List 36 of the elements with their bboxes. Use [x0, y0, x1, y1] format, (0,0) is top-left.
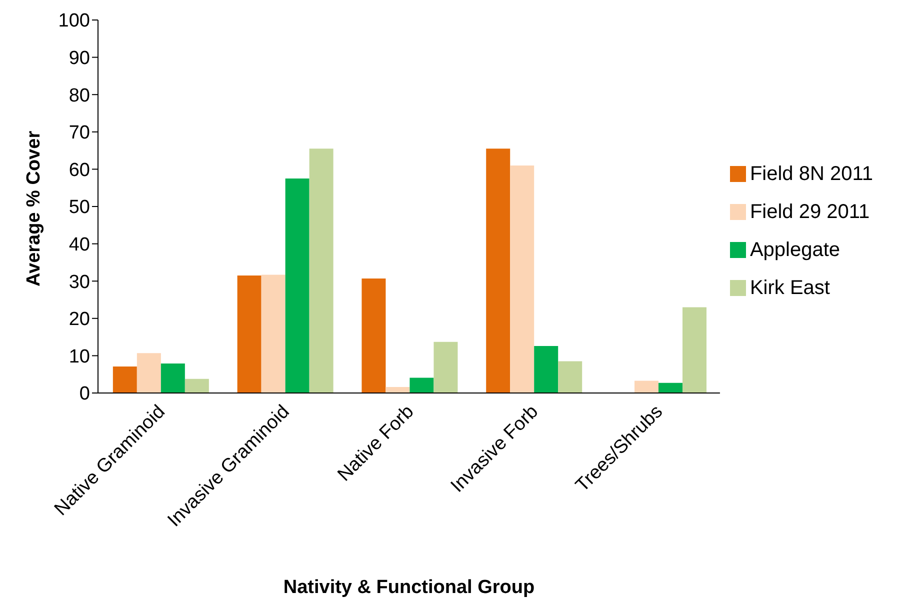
bar	[410, 378, 434, 393]
y-tick-label: 10	[68, 346, 90, 368]
legend-label: Applegate	[750, 238, 840, 260]
bar	[386, 387, 410, 393]
bar	[160, 364, 185, 393]
bar	[558, 361, 582, 393]
bar	[682, 307, 706, 393]
bar	[136, 353, 161, 393]
y-tick-label: 60	[68, 160, 90, 181]
y-tick-label: 100	[58, 10, 90, 32]
x-axis-title: Nativity & Functional Group	[283, 577, 535, 598]
bar	[184, 378, 209, 393]
legend-label: Field 8N 2011	[750, 162, 873, 184]
bar	[309, 148, 334, 393]
bar	[362, 278, 386, 393]
bar	[434, 342, 458, 393]
bar	[658, 382, 682, 393]
bar	[261, 274, 286, 393]
bar	[237, 276, 262, 393]
bar	[285, 178, 310, 393]
y-tick-label: 80	[68, 85, 90, 106]
bar	[534, 346, 558, 393]
legend-label: Kirk East	[750, 276, 830, 298]
y-tick-label: 90	[68, 48, 90, 70]
bar	[112, 366, 137, 393]
y-axis-title: Average % Cover	[24, 130, 45, 286]
legend-label: Field 29 2011	[750, 200, 870, 222]
bar	[486, 148, 510, 393]
y-tick-label: 50	[68, 197, 90, 218]
y-tick-label: 0	[79, 384, 90, 405]
y-tick-label: 20	[68, 309, 90, 330]
bar	[510, 165, 534, 393]
bar	[634, 380, 658, 393]
y-tick-label: 40	[68, 234, 90, 256]
y-tick-label: 30	[68, 272, 90, 293]
y-tick-label: 70	[68, 122, 90, 144]
